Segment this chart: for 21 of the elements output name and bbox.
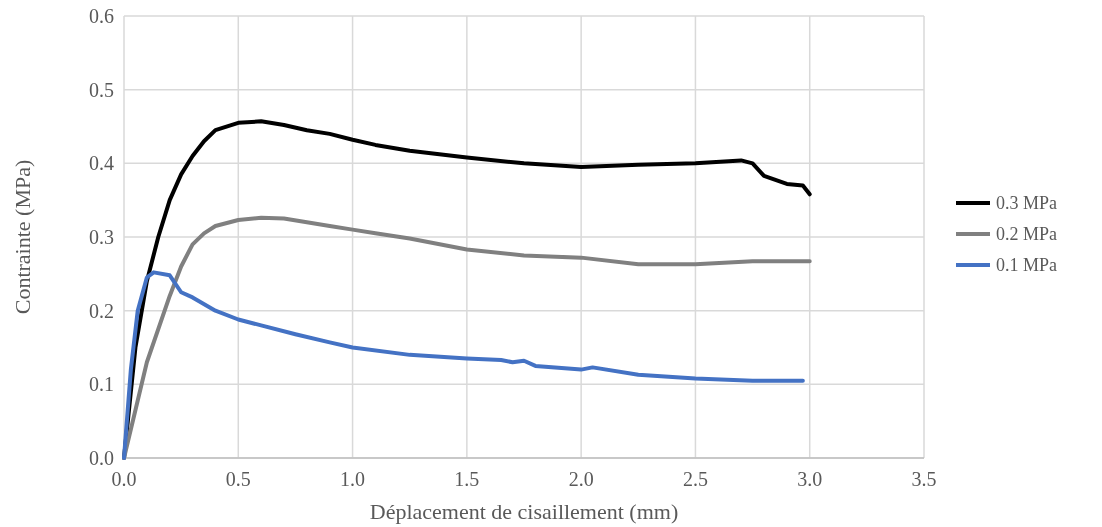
- line-series: [122, 270, 805, 460]
- x-tick-label: 1.0: [340, 468, 366, 490]
- x-tick-label: 1.5: [454, 468, 480, 490]
- x-tick-label: 0.0: [111, 468, 137, 490]
- y-tick-label: 0.1: [89, 373, 114, 396]
- legend-label: 0.2 MPa: [996, 224, 1058, 245]
- legend-label: 0.3 MPa: [996, 193, 1058, 214]
- x-axis-title: Déplacement de cisaillement (mm): [369, 499, 679, 524]
- x-tick-label: 2.0: [568, 468, 594, 490]
- x-tick-label: 0.5: [225, 468, 251, 490]
- y-tick-label: 0.2: [89, 299, 114, 322]
- x-tick-label: 3.0: [797, 468, 823, 490]
- y-tick-label: 0.6: [89, 5, 114, 27]
- legend-label: 0.1 MPa: [996, 255, 1058, 276]
- y-axis-title: Contrainte (MPa): [10, 159, 35, 315]
- x-tick-label: 3.5: [911, 468, 937, 490]
- y-tick-label: 0.0: [89, 447, 114, 469]
- y-tick-label: 0.5: [89, 78, 114, 101]
- y-tick-label: 0.4: [89, 152, 114, 175]
- y-tick-label: 0.3: [89, 226, 114, 248]
- x-tick-label: 2.5: [682, 468, 708, 490]
